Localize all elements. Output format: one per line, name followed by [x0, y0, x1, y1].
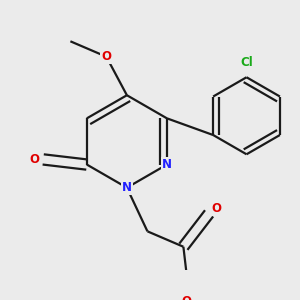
- Text: O: O: [181, 295, 191, 300]
- Text: O: O: [212, 202, 222, 215]
- Text: O: O: [29, 153, 39, 166]
- Text: N: N: [162, 158, 172, 171]
- Text: O: O: [101, 50, 111, 63]
- Text: Cl: Cl: [240, 56, 253, 69]
- Text: N: N: [122, 181, 132, 194]
